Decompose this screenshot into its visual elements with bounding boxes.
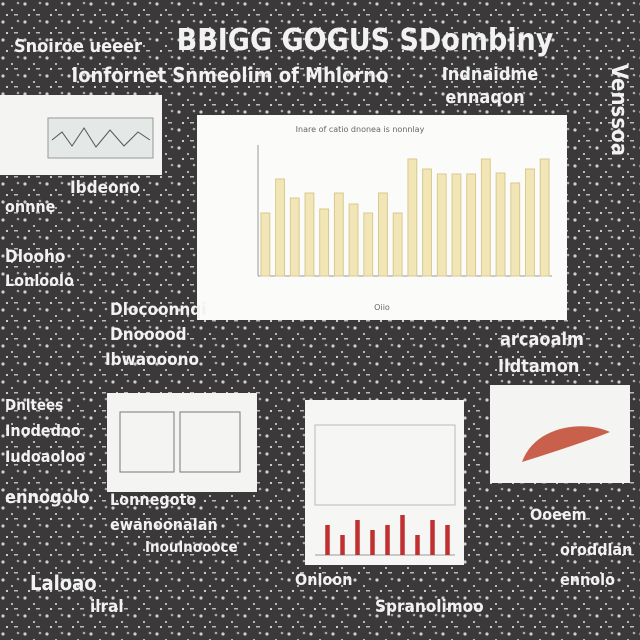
bar: [466, 173, 477, 277]
side-heading: ennaqon: [445, 87, 524, 108]
grid-box: [314, 424, 456, 506]
label: Spranolimoo: [375, 597, 484, 617]
bar: [480, 158, 491, 277]
label: Dnltees: [5, 396, 63, 414]
label: Ooeem: [530, 505, 587, 524]
bar: [430, 520, 435, 555]
label: Dnooood: [110, 325, 187, 345]
panel: [305, 400, 464, 565]
label: ewanoonalan: [110, 515, 218, 534]
subtitle: Ionfornet Snmeolim of Mhlorno: [72, 63, 389, 87]
decor-box: [119, 411, 175, 473]
panel: [107, 393, 257, 492]
label: Ildtamon: [498, 356, 579, 377]
bar: [436, 173, 447, 277]
bar: [510, 182, 521, 277]
side-heading: Indnaidme: [442, 64, 539, 85]
label: Ibwaooono: [105, 350, 199, 370]
bar: [407, 158, 418, 277]
bar: [378, 192, 388, 277]
label: Inodedoo: [5, 421, 81, 440]
vertical-text: Venssoa: [606, 64, 631, 156]
bar: [451, 173, 462, 277]
panel-plot: [47, 117, 154, 159]
bar: [539, 158, 550, 277]
label-group: Ibdeono onnne Dlooho Lonloolo Dlocoonnqi…: [5, 178, 632, 617]
decor-box: [179, 411, 241, 473]
bar: [304, 192, 315, 277]
kicker: Snoiroe ueeer: [14, 36, 142, 57]
label: oroddlan: [560, 540, 632, 559]
bar: [275, 178, 285, 277]
bar: [400, 515, 405, 555]
label: Ibdeono: [70, 178, 140, 198]
bar: [525, 168, 535, 277]
title: BBIGG GOGUS SDombiny: [177, 23, 554, 58]
bar: [415, 535, 420, 555]
bar: [422, 168, 432, 277]
bar: [363, 212, 374, 277]
label: Lonnegoto: [110, 490, 196, 509]
main-x-label: Oiio: [374, 303, 390, 312]
bar: [385, 525, 390, 555]
label: Inoulnoooce: [145, 538, 238, 556]
bar: [340, 535, 345, 555]
label: ennogolo: [5, 487, 90, 508]
bar: [333, 192, 344, 277]
label: ennolo: [560, 570, 615, 589]
label: Onloon: [295, 570, 352, 589]
bar: [392, 212, 403, 277]
label: onnne: [5, 197, 56, 216]
label: Laloao: [30, 571, 97, 595]
bar: [260, 212, 271, 277]
bar: [495, 172, 506, 277]
bar: [445, 525, 450, 555]
bar: [348, 203, 359, 277]
label: Iudoaoloo: [5, 447, 85, 466]
label: Dlooho: [5, 247, 65, 267]
bar: [355, 520, 360, 555]
label: Lonloolo: [5, 271, 74, 290]
bar: [325, 525, 330, 555]
decor-line: [51, 127, 151, 148]
bar: [319, 208, 330, 277]
label: Dlocoonnqi: [110, 300, 207, 320]
label: ilral: [90, 597, 124, 617]
decor-shape: [522, 426, 610, 462]
bar: [289, 197, 300, 277]
label: arcaoalm: [500, 329, 584, 350]
main-caption: Inare of catio dnonea is nonnlay: [296, 125, 425, 134]
bar: [370, 530, 375, 555]
